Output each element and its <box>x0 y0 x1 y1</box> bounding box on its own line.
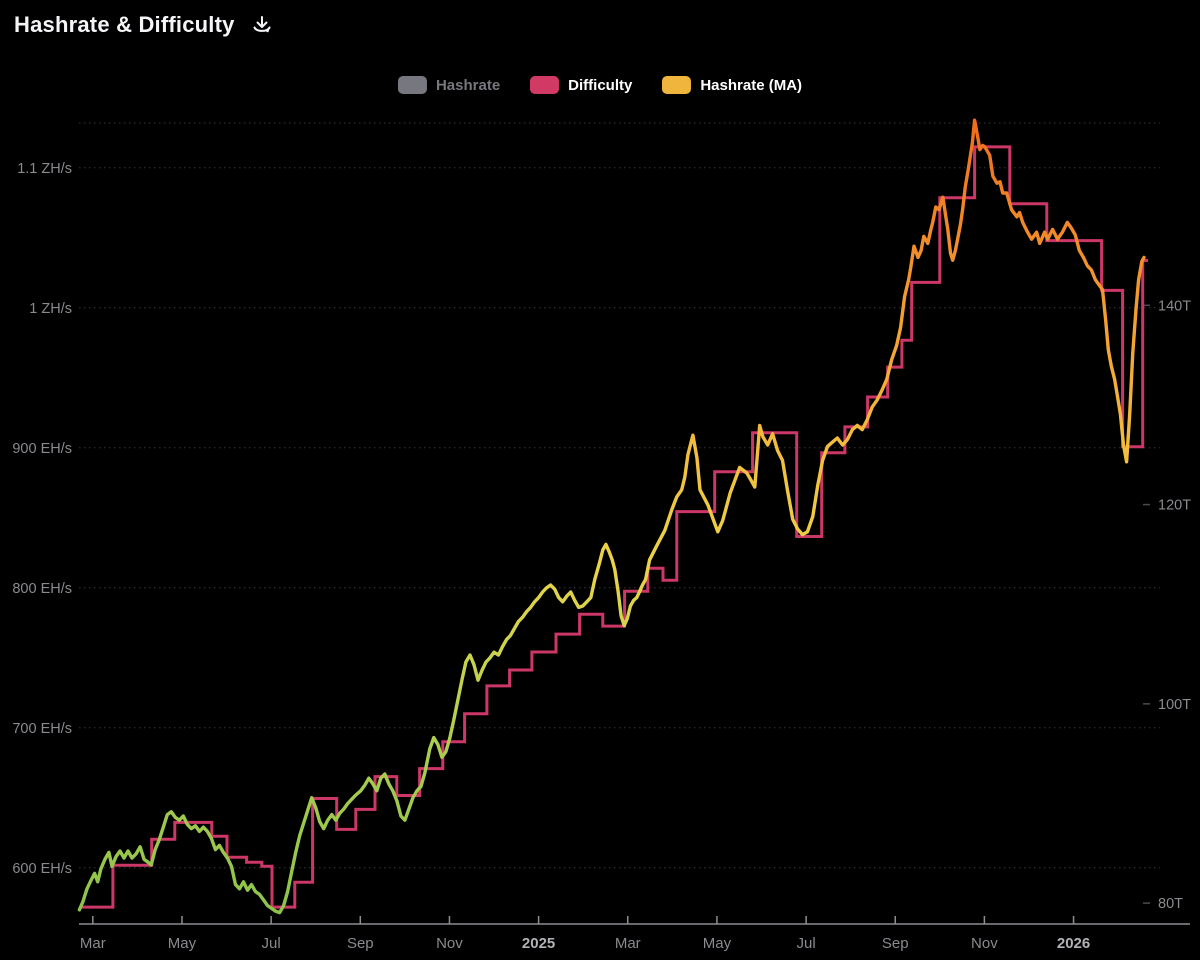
x-axis-label-May-7: May <box>703 935 732 952</box>
download-button[interactable] <box>249 12 275 38</box>
legend-swatch-hashrate-ma <box>662 76 692 94</box>
legend-label-hashrate-ma: Hashrate (MA) <box>700 76 803 94</box>
hashrate-ma-line <box>77 118 1146 915</box>
right-axis-label-100: 100T <box>1158 697 1191 713</box>
x-axis-label-Nov-10: Nov <box>971 935 998 952</box>
difficulty-line <box>79 145 1148 909</box>
x-axis-label-Jul-8: Jul <box>796 935 815 952</box>
chart-legend: Hashrate Difficulty Hashrate (MA) <box>397 76 802 94</box>
chart-title: Hashrate & Difficulty <box>14 12 235 37</box>
legend-label-difficulty: Difficulty <box>568 76 633 94</box>
x-axis-label-Nov-4: Nov <box>436 935 463 952</box>
x-axis-label-Mar-6: Mar <box>615 935 641 952</box>
chart-header: Hashrate & Difficulty <box>14 12 275 38</box>
x-axis-label-2026-11: 2026 <box>1057 935 1090 952</box>
left-axis-label-600: 600 EH/s <box>12 861 72 877</box>
right-axis-label-140: 140T <box>1158 298 1191 314</box>
left-axis-label-1000: 1 ZH/s <box>29 301 72 317</box>
legend-label-hashrate: Hashrate <box>435 76 501 94</box>
download-icon <box>253 16 271 33</box>
legend-item-hashrate-ma[interactable]: Hashrate (MA) <box>662 76 802 94</box>
left-axis-label-700: 700 EH/s <box>12 721 72 737</box>
legend-item-hashrate[interactable]: Hashrate <box>397 76 501 94</box>
legend-swatch-difficulty <box>530 76 560 94</box>
x-axis-label-May-1: May <box>168 935 197 952</box>
right-axis-label-80: 80T <box>1158 896 1183 912</box>
x-axis-label-Mar-0: Mar <box>80 935 106 952</box>
left-axis-label-900: 900 EH/s <box>12 441 72 457</box>
x-axis-label-2025-5: 2025 <box>522 935 555 952</box>
legend-item-difficulty[interactable]: Difficulty <box>530 76 632 94</box>
right-axis-label-120: 120T <box>1158 498 1191 514</box>
x-axis-label-Sep-9: Sep <box>882 935 909 952</box>
left-axis-label-1100: 1.1 ZH/s <box>17 161 72 177</box>
left-axis-label-800: 800 EH/s <box>12 581 72 597</box>
x-axis-label-Sep-3: Sep <box>347 935 374 952</box>
legend-swatch-hashrate <box>397 76 427 94</box>
x-axis-label-Jul-2: Jul <box>262 935 281 952</box>
